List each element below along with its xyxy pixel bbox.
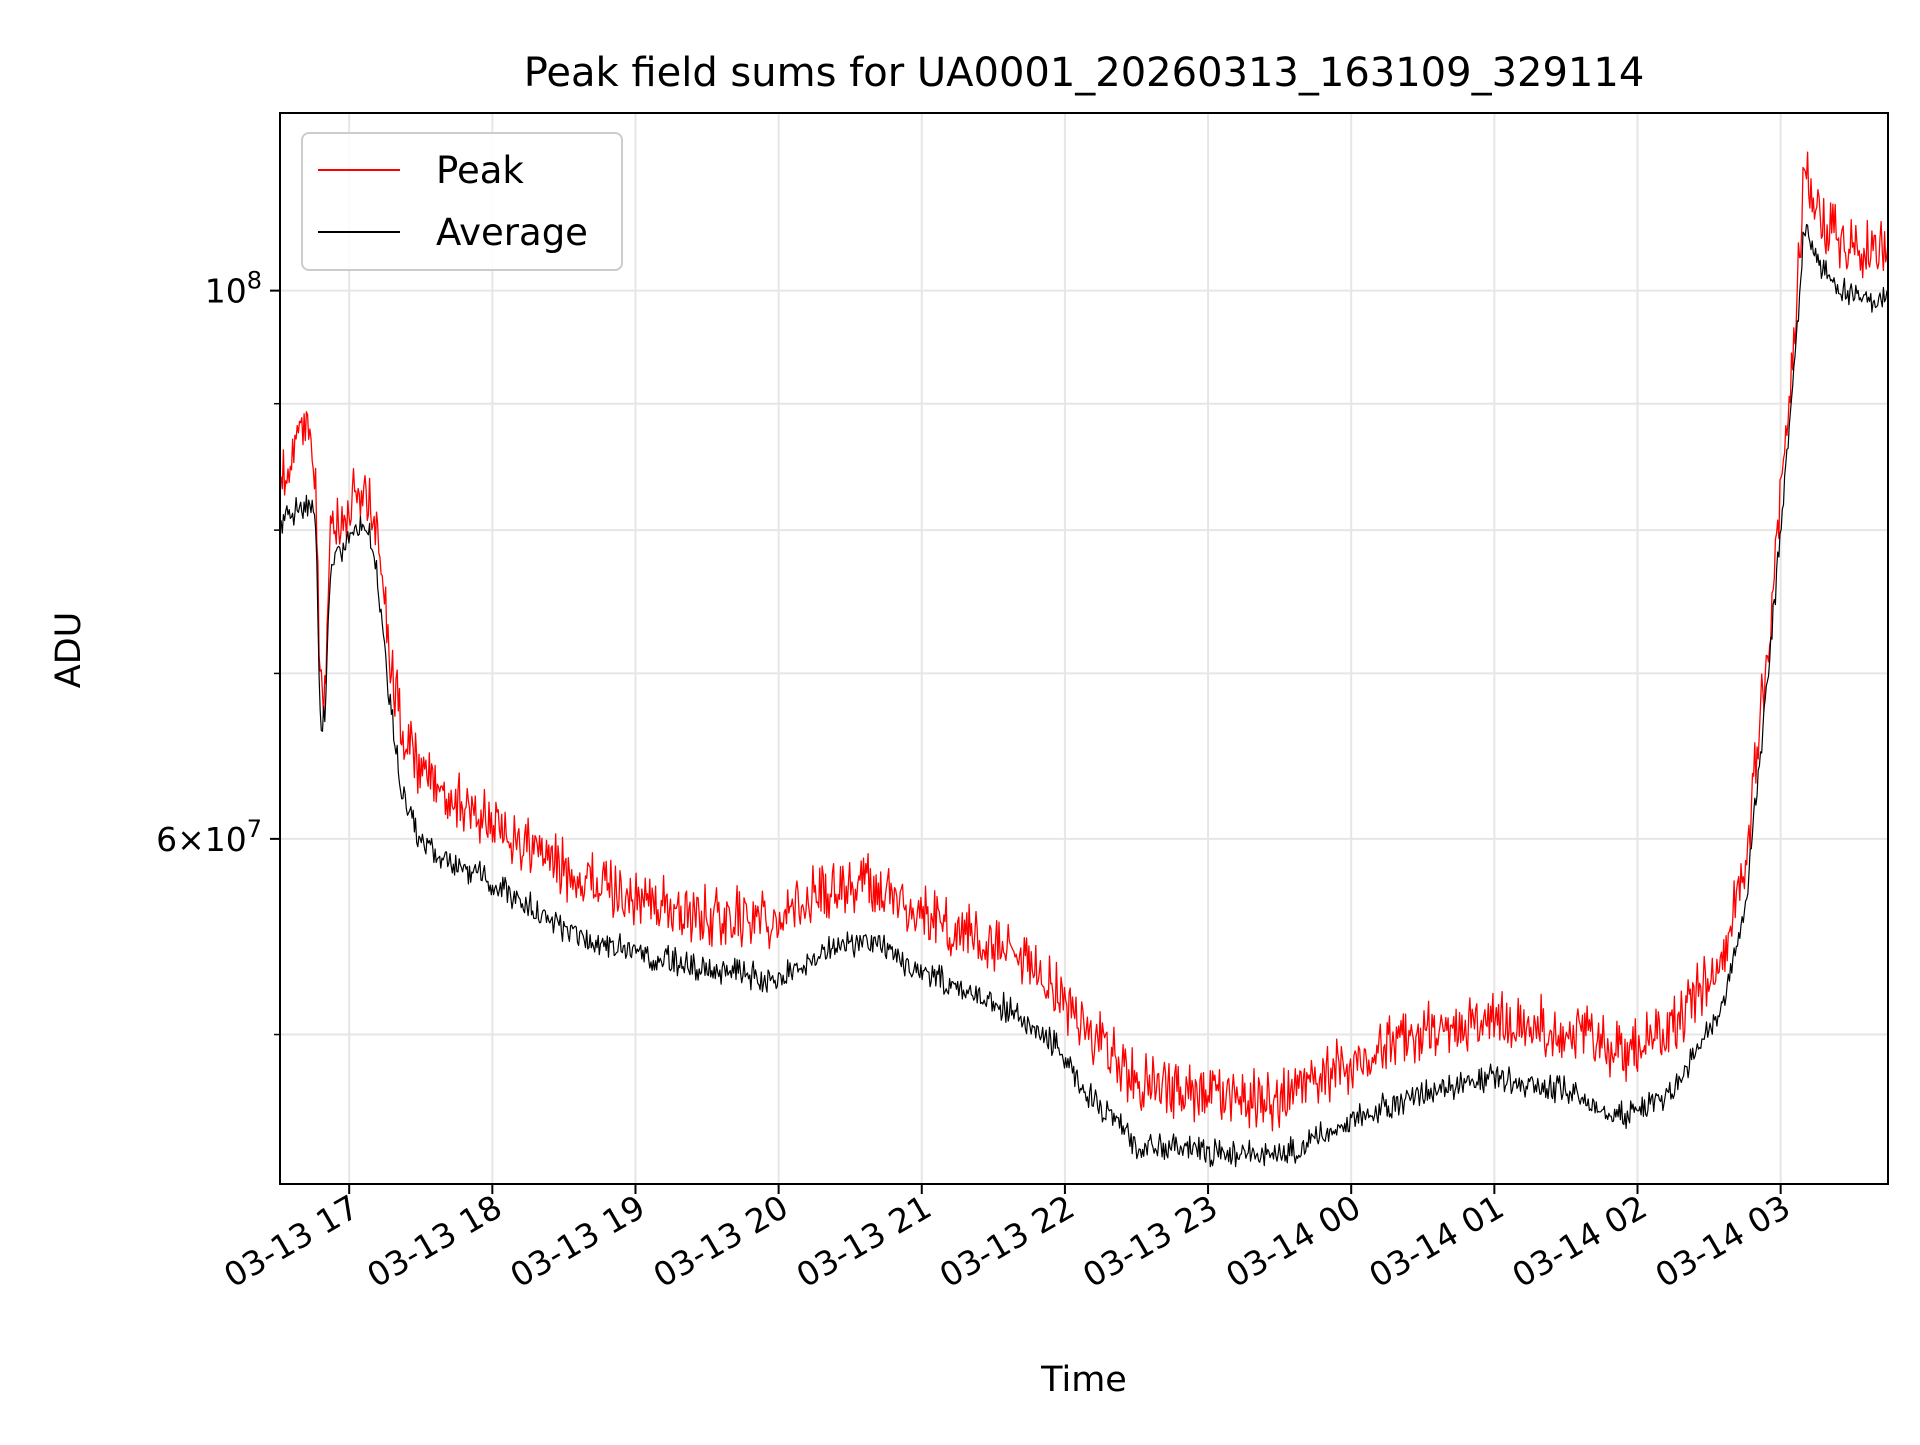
legend-box [301,132,623,271]
legend-label-average: Average [436,211,588,254]
series-layer [279,151,1889,1168]
plot-frame [279,112,1889,1185]
x-axis-label: Time [1040,1360,1127,1400]
y-tick-label: 6×107 [156,815,262,859]
grid-layer [280,113,1888,1184]
chart-title: Peak field sums for UA0001_20260313_1631… [524,50,1645,96]
series-line-average [279,223,1889,1168]
legend-label-peak: Peak [436,149,524,192]
y-axis-label: ADU [49,612,89,689]
legend: Peak Average [301,132,623,271]
series-line-peak [279,151,1889,1132]
